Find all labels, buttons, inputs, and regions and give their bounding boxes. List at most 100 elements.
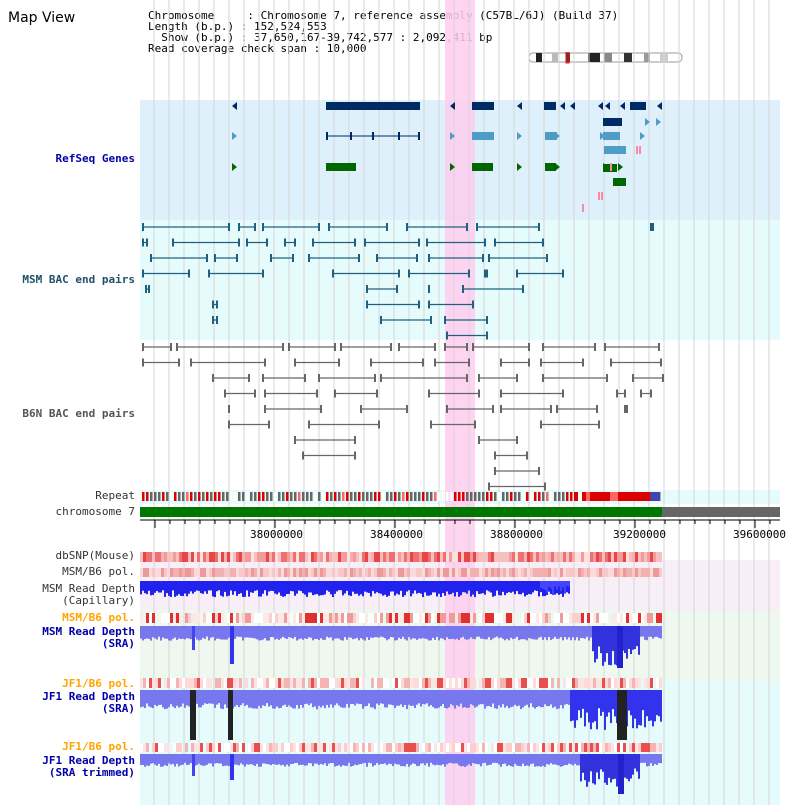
msm-capillary-depth-bar xyxy=(504,581,506,596)
track-label-msm-depth-capillary[interactable]: MSM Read Depth (Capillary) xyxy=(42,582,135,607)
jf1-b6-pol-cell xyxy=(458,678,461,688)
b6n-bac-pair-end xyxy=(494,451,496,460)
msm-capillary-depth-bar xyxy=(154,581,156,593)
msm-b6-pol2-cell xyxy=(194,613,197,623)
dbsnp-cell xyxy=(563,552,566,562)
b6n-bac-pair-end xyxy=(598,420,600,429)
jf1-trimmed-depth-bar xyxy=(356,754,358,766)
refseq-genes-track[interactable] xyxy=(232,102,662,212)
msm-bac-pair-end xyxy=(462,285,464,293)
jf1-trimmed-depth-bar xyxy=(410,754,412,765)
msm-b6-pol2-cell xyxy=(371,613,374,623)
jf1-sra-depth-bar xyxy=(326,690,328,705)
repeat-track[interactable] xyxy=(142,492,661,501)
msm-sra-depth-bar xyxy=(252,626,254,639)
msm-capillary-depth-bar xyxy=(460,581,462,596)
msm-b6-pol2-cell xyxy=(239,613,242,623)
msm-bac-track[interactable] xyxy=(142,223,654,340)
msm-sra-depth-bar xyxy=(608,626,610,665)
jf1-b6-pol2-cell xyxy=(629,743,632,752)
msm-b6-pol2-cell xyxy=(344,613,347,623)
dbsnp-cell xyxy=(455,552,458,562)
jf1-b6-pol-cell xyxy=(656,678,659,688)
jf1-sra-depth-bar xyxy=(398,690,400,706)
jf1-trimmed-depth-bar xyxy=(532,754,534,764)
b6n-bac-pair-end xyxy=(142,343,144,351)
jf1-trimmed-depth-bar xyxy=(422,754,424,764)
jf1-trimmed-depth-bar xyxy=(638,754,640,779)
refseq-gene-exon xyxy=(604,146,626,154)
jf1-trimmed-depth-bar xyxy=(224,754,226,766)
jf1-b6-pol-cell xyxy=(371,678,374,688)
msm-sra-depth-bar xyxy=(636,626,638,647)
msm-b6-pol-cell xyxy=(530,568,533,577)
track-label-msm-bac[interactable]: MSM BAC end pairs xyxy=(22,273,135,286)
jf1-b6-pol2-cell xyxy=(413,743,416,752)
msm-b6-pol2-cell xyxy=(302,613,305,623)
msm-capillary-depth-bar xyxy=(498,581,500,596)
jf1-sra-depth-bar xyxy=(330,690,332,705)
repeat-element xyxy=(250,492,253,501)
msm-capillary-depth-bar xyxy=(494,581,496,596)
repeat-element xyxy=(310,492,313,501)
msm-sra-depth-bar xyxy=(552,626,554,639)
msm-bac-pair-end xyxy=(206,254,208,262)
track-label-b6n-bac[interactable]: B6N BAC end pairs xyxy=(22,407,135,420)
b6n-bac-pair-end xyxy=(596,405,598,413)
msm-capillary-depth-bar xyxy=(434,581,436,593)
jf1-b6-pol-cell xyxy=(632,678,635,688)
dbsnp-cell xyxy=(521,552,524,562)
jf1-sra-depth-bar xyxy=(420,690,422,707)
jf1-sra-depth-bar xyxy=(318,690,320,706)
msm-capillary-depth-bar xyxy=(544,581,546,590)
dbsnp-cell xyxy=(224,552,227,562)
jf1-b6-pol-cell xyxy=(356,678,359,688)
track-label-msm-depth-sra[interactable]: MSM Read Depth (SRA) xyxy=(42,625,135,650)
track-label-jf1-depth-trimmed[interactable]: JF1 Read Depth (SRA trimmed) xyxy=(42,754,135,779)
msm-b6-pol2-cell xyxy=(317,613,320,623)
dbsnp-cell xyxy=(356,552,359,562)
msm-b6-pol2-cell xyxy=(380,613,383,623)
b6n-bac-track[interactable] xyxy=(142,343,664,491)
dbsnp-cell xyxy=(611,552,614,562)
jf1-trimmed-depth-bar xyxy=(378,754,380,765)
jf1-trimmed-depth-bar xyxy=(222,754,224,767)
polymorphism-heat-tracks[interactable] xyxy=(140,552,662,752)
track-label-dbsnp[interactable]: dbSNP(Mouse) xyxy=(55,549,135,562)
msm-b6-pol2-cell xyxy=(458,613,461,623)
msm-b6-pol-cell xyxy=(470,568,473,577)
msm-sra-depth-bar xyxy=(598,626,600,647)
track-label-jf1-b6-pol-2[interactable]: JF1/B6 pol. xyxy=(62,740,135,753)
track-label-jf1-depth-sra[interactable]: JF1 Read Depth (SRA) xyxy=(42,690,135,715)
msm-capillary-depth-bar xyxy=(402,581,404,597)
msm-sra-depth-bar xyxy=(352,626,354,640)
b6n-bac-pair-end xyxy=(288,343,290,351)
msm-sra-depth-bar xyxy=(334,626,336,639)
msm-capillary-depth-bar xyxy=(436,581,438,597)
msm-b6-pol-cell xyxy=(374,568,377,577)
track-label-msm-b6-pol-2[interactable]: MSM/B6 pol. xyxy=(62,611,135,624)
jf1-trimmed-depth-bar xyxy=(498,754,500,765)
jf1-sra-depth-bar xyxy=(412,690,414,706)
msm-capillary-depth-bar xyxy=(462,581,464,593)
track-label-msm-b6-pol[interactable]: MSM/B6 pol. xyxy=(62,565,135,578)
dbsnp-cell xyxy=(464,552,467,562)
track-label-chromosome[interactable]: chromosome 7 xyxy=(55,505,135,518)
repeat-element xyxy=(586,492,590,501)
msm-b6-pol2-cell xyxy=(569,613,572,623)
track-label-repeat[interactable]: Repeat xyxy=(95,489,135,502)
jf1-sra-depth-bar xyxy=(432,690,434,707)
jf1-sra-depth-bar xyxy=(328,690,330,708)
read-depth-tracks[interactable] xyxy=(140,581,662,794)
chromosome-ideogram[interactable] xyxy=(528,52,684,64)
track-label-refseq[interactable]: RefSeq Genes xyxy=(55,152,135,165)
jf1-b6-pol2-cell xyxy=(251,743,254,752)
msm-b6-pol2-cell xyxy=(482,613,485,623)
msm-capillary-depth-bar xyxy=(568,581,570,587)
b6n-bac-pair-end xyxy=(354,436,356,444)
jf1-sra-depth-bar xyxy=(188,690,190,707)
track-label-jf1-b6-pol[interactable]: JF1/B6 pol. xyxy=(62,677,135,690)
dbsnp-cell xyxy=(242,552,245,562)
msm-bac-pair-end xyxy=(145,285,147,293)
